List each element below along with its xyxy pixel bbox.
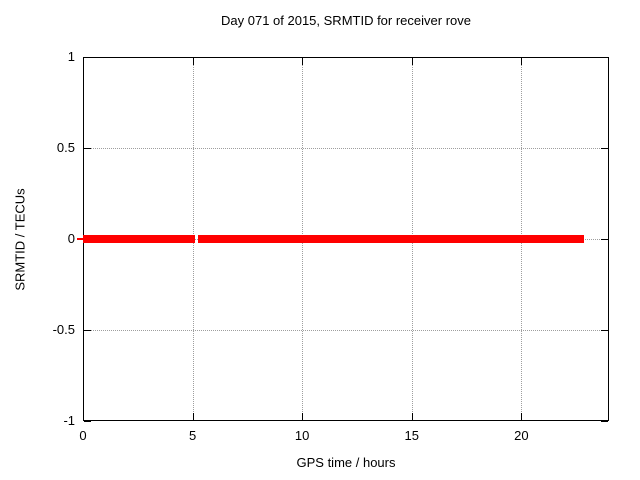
x-tick-label-10: 10 (294, 428, 310, 443)
x-tick-top-5 (192, 58, 194, 65)
gridline-y-0.5 (84, 148, 608, 149)
x-tick-top-0 (83, 58, 84, 65)
y-tick-label-0: 0 (67, 231, 75, 246)
y-tick-right--1 (601, 421, 608, 422)
x-tick-top-15 (411, 58, 413, 65)
x-tick-bottom-10 (302, 413, 304, 420)
x-tick-label-20: 20 (514, 428, 529, 443)
y-tick-left--1 (84, 421, 91, 422)
x-tick-top-10 (302, 58, 304, 65)
x-tick-bottom-20 (521, 413, 523, 420)
y-tick-label-1: 1 (67, 49, 75, 64)
y-tick-left--0.5 (84, 330, 91, 331)
y-tick-right-0 (601, 239, 608, 240)
y-tick-label-0.5: 0.5 (56, 140, 75, 155)
y-tick-label--1: -1 (63, 413, 75, 428)
x-tick-bottom-15 (411, 413, 413, 420)
x-axis-label: GPS time / hours (296, 455, 396, 470)
data-series-segment-1 (198, 235, 585, 243)
series-line-cap (77, 238, 83, 240)
x-tick-bottom-5 (192, 413, 194, 420)
chart-title: Day 071 of 2015, SRMTID for receiver rov… (221, 13, 471, 28)
plot-area (77, 57, 609, 422)
x-tick-top-20 (521, 58, 523, 65)
x-tick-label-0: 0 (79, 428, 87, 443)
y-tick-right--0.5 (601, 330, 608, 331)
y-tick-right-1 (601, 57, 608, 58)
y-tick-right-0.5 (601, 148, 608, 149)
x-tick-label-5: 5 (188, 428, 197, 443)
x-tick-label-15: 15 (404, 428, 419, 443)
data-series-segment-0 (83, 235, 195, 243)
y-tick-label--0.5: -0.5 (52, 322, 75, 337)
y-tick-left-1 (84, 57, 91, 58)
x-tick-bottom-0 (83, 413, 84, 420)
y-tick-left-0.5 (84, 148, 91, 149)
gridline-y--0.5 (84, 330, 608, 331)
